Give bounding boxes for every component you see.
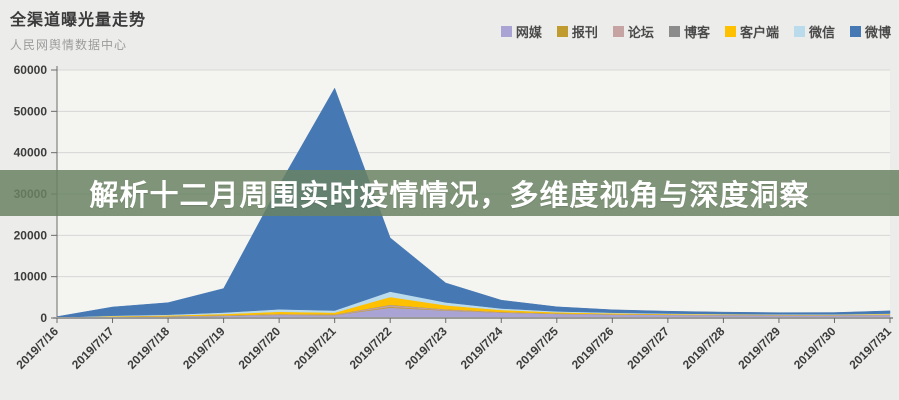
x-tick-label: 2019/7/31 <box>846 324 894 372</box>
legend-label: 报刊 <box>571 25 598 40</box>
y-tick-label: 50000 <box>14 104 48 118</box>
legend-label: 客户端 <box>739 25 779 40</box>
legend-item-微博[interactable]: 微博 <box>849 22 891 41</box>
legend-item-论坛[interactable]: 论坛 <box>612 22 654 41</box>
legend-label: 论坛 <box>627 25 654 40</box>
legend-item-微信[interactable]: 微信 <box>793 22 835 41</box>
y-tick-label: 60000 <box>14 63 48 77</box>
x-tick-label: 2019/7/26 <box>569 324 617 372</box>
x-tick-label: 2019/7/30 <box>791 324 839 372</box>
legend-swatch-icon <box>668 26 680 37</box>
chart-header: 全渠道曝光量走势 人民网舆情数据中心 <box>10 6 146 53</box>
chart-subtitle: 人民网舆情数据中心 <box>10 38 128 52</box>
legend-swatch-icon <box>724 26 736 37</box>
x-tick-label: 2019/7/24 <box>458 324 506 372</box>
legend-swatch-icon <box>793 26 805 37</box>
legend-label: 微信 <box>808 25 835 40</box>
legend-swatch-icon <box>500 26 512 37</box>
legend-label: 网媒 <box>515 25 542 40</box>
legend-item-客户端[interactable]: 客户端 <box>724 22 779 41</box>
x-tick-label: 2019/7/20 <box>236 324 284 372</box>
legend-item-网媒[interactable]: 网媒 <box>500 22 542 41</box>
legend-swatch-icon <box>556 26 568 37</box>
x-tick-label: 2019/7/19 <box>180 324 228 372</box>
x-tick-label: 2019/7/27 <box>624 324 672 372</box>
x-tick-label: 2019/7/22 <box>347 324 395 372</box>
headline-banner: 解析十二月周围实时疫情情况，多维度视角与深度洞察 <box>0 170 899 216</box>
x-tick-label: 2019/7/18 <box>125 324 173 372</box>
legend-item-报刊[interactable]: 报刊 <box>556 22 598 41</box>
y-tick-label: 40000 <box>14 146 48 160</box>
x-tick-label: 2019/7/16 <box>13 324 61 372</box>
legend-label: 微博 <box>864 25 891 40</box>
legend: 网媒 报刊 论坛 博客 客户端 微信 微博 <box>500 22 891 41</box>
area-微博 <box>56 87 891 318</box>
chart-title: 全渠道曝光量走势 <box>10 12 147 29</box>
x-tick-label: 2019/7/23 <box>402 324 450 372</box>
legend-swatch-icon <box>849 26 861 37</box>
x-tick-label: 2019/7/29 <box>735 324 783 372</box>
x-tick-label: 2019/7/17 <box>69 324 117 372</box>
legend-swatch-icon <box>612 26 624 37</box>
x-tick-label: 2019/7/21 <box>291 324 339 372</box>
x-tick-label: 2019/7/25 <box>513 324 561 372</box>
y-tick-label: 20000 <box>14 228 48 242</box>
x-tick-label: 2019/7/28 <box>680 324 728 372</box>
legend-item-博客[interactable]: 博客 <box>668 22 710 41</box>
legend-label: 博客 <box>683 25 710 40</box>
y-tick-label: 0 <box>40 311 47 325</box>
headline-text: 解析十二月周围实时疫情情况，多维度视角与深度洞察 <box>89 180 810 212</box>
y-tick-label: 10000 <box>14 270 48 284</box>
